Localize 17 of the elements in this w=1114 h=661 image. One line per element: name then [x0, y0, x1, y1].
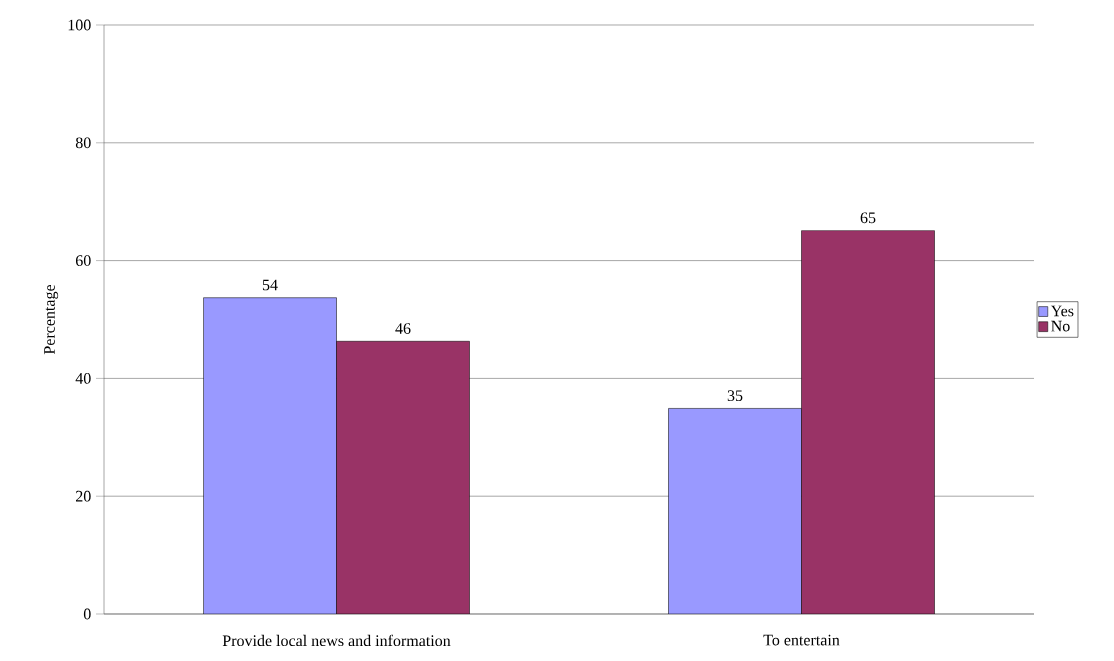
data-label: 65 [860, 212, 876, 224]
data-label: 46 [395, 323, 411, 334]
y-tick-label: 80 [75, 137, 91, 149]
x-tick-label: To entertain [763, 634, 840, 646]
legend-label: Yes [1050, 305, 1074, 317]
y-tick-label: 100 [68, 19, 91, 31]
data-label: 35 [727, 390, 743, 402]
x-tick-label: Provide local news and information [222, 634, 451, 647]
y-tick-label: 0 [83, 608, 91, 620]
data-label: 54 [262, 279, 278, 291]
y-tick-label: 20 [76, 490, 91, 502]
bar [668, 408, 802, 614]
y-tick-label: 60 [75, 255, 91, 266]
y-axis-title: Percentage [44, 284, 59, 355]
bar [203, 297, 337, 614]
y-tick-label: 40 [75, 373, 91, 384]
legend-label: No [1051, 320, 1070, 332]
